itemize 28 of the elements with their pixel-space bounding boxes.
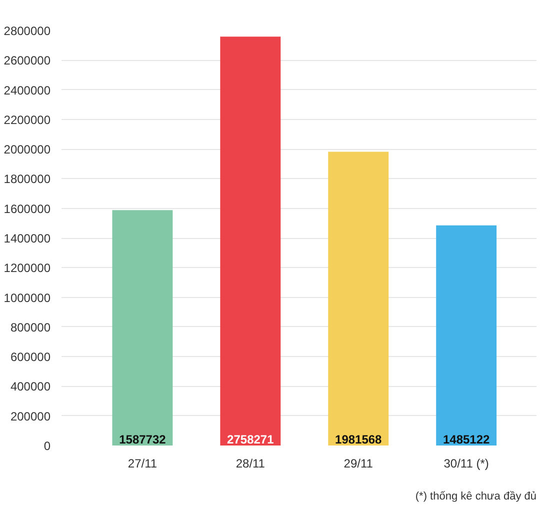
- data-label: 1981568: [335, 432, 382, 446]
- x-tick-label: 29/11: [344, 456, 374, 470]
- y-tick-label: 1200000: [4, 261, 51, 276]
- bar: [436, 225, 497, 446]
- y-tick-label: 1000000: [4, 290, 51, 305]
- bar: [112, 210, 173, 446]
- x-tick-label: 28/11: [236, 456, 266, 470]
- data-label: 2758271: [227, 432, 274, 446]
- y-tick-label: 800000: [10, 320, 51, 334]
- bar: [220, 36, 281, 446]
- x-tick-label: 27/11: [128, 456, 158, 470]
- data-label: 1587732: [119, 432, 166, 446]
- y-tick-label: 2400000: [4, 83, 51, 98]
- y-tick-label: 1400000: [4, 232, 51, 246]
- y-tick-label: 2800000: [4, 24, 51, 38]
- y-tick-label: 2000000: [4, 142, 51, 157]
- bar: [328, 152, 389, 446]
- data-label: 1485122: [442, 432, 490, 446]
- y-tick-label: 600000: [10, 350, 51, 364]
- y-tick-label: 400000: [10, 380, 51, 394]
- y-tick-label: 1600000: [4, 202, 51, 216]
- y-tick-label: 200000: [10, 409, 51, 424]
- x-tick-label: 30/11 (*): [444, 456, 489, 470]
- y-tick-label: 1800000: [4, 172, 51, 186]
- y-tick-label: 2600000: [4, 54, 51, 68]
- text: (*) thống kê chưa đầy đủ: [415, 490, 537, 502]
- y-tick-label: 2200000: [4, 112, 51, 127]
- y-tick-label: 0: [44, 439, 51, 453]
